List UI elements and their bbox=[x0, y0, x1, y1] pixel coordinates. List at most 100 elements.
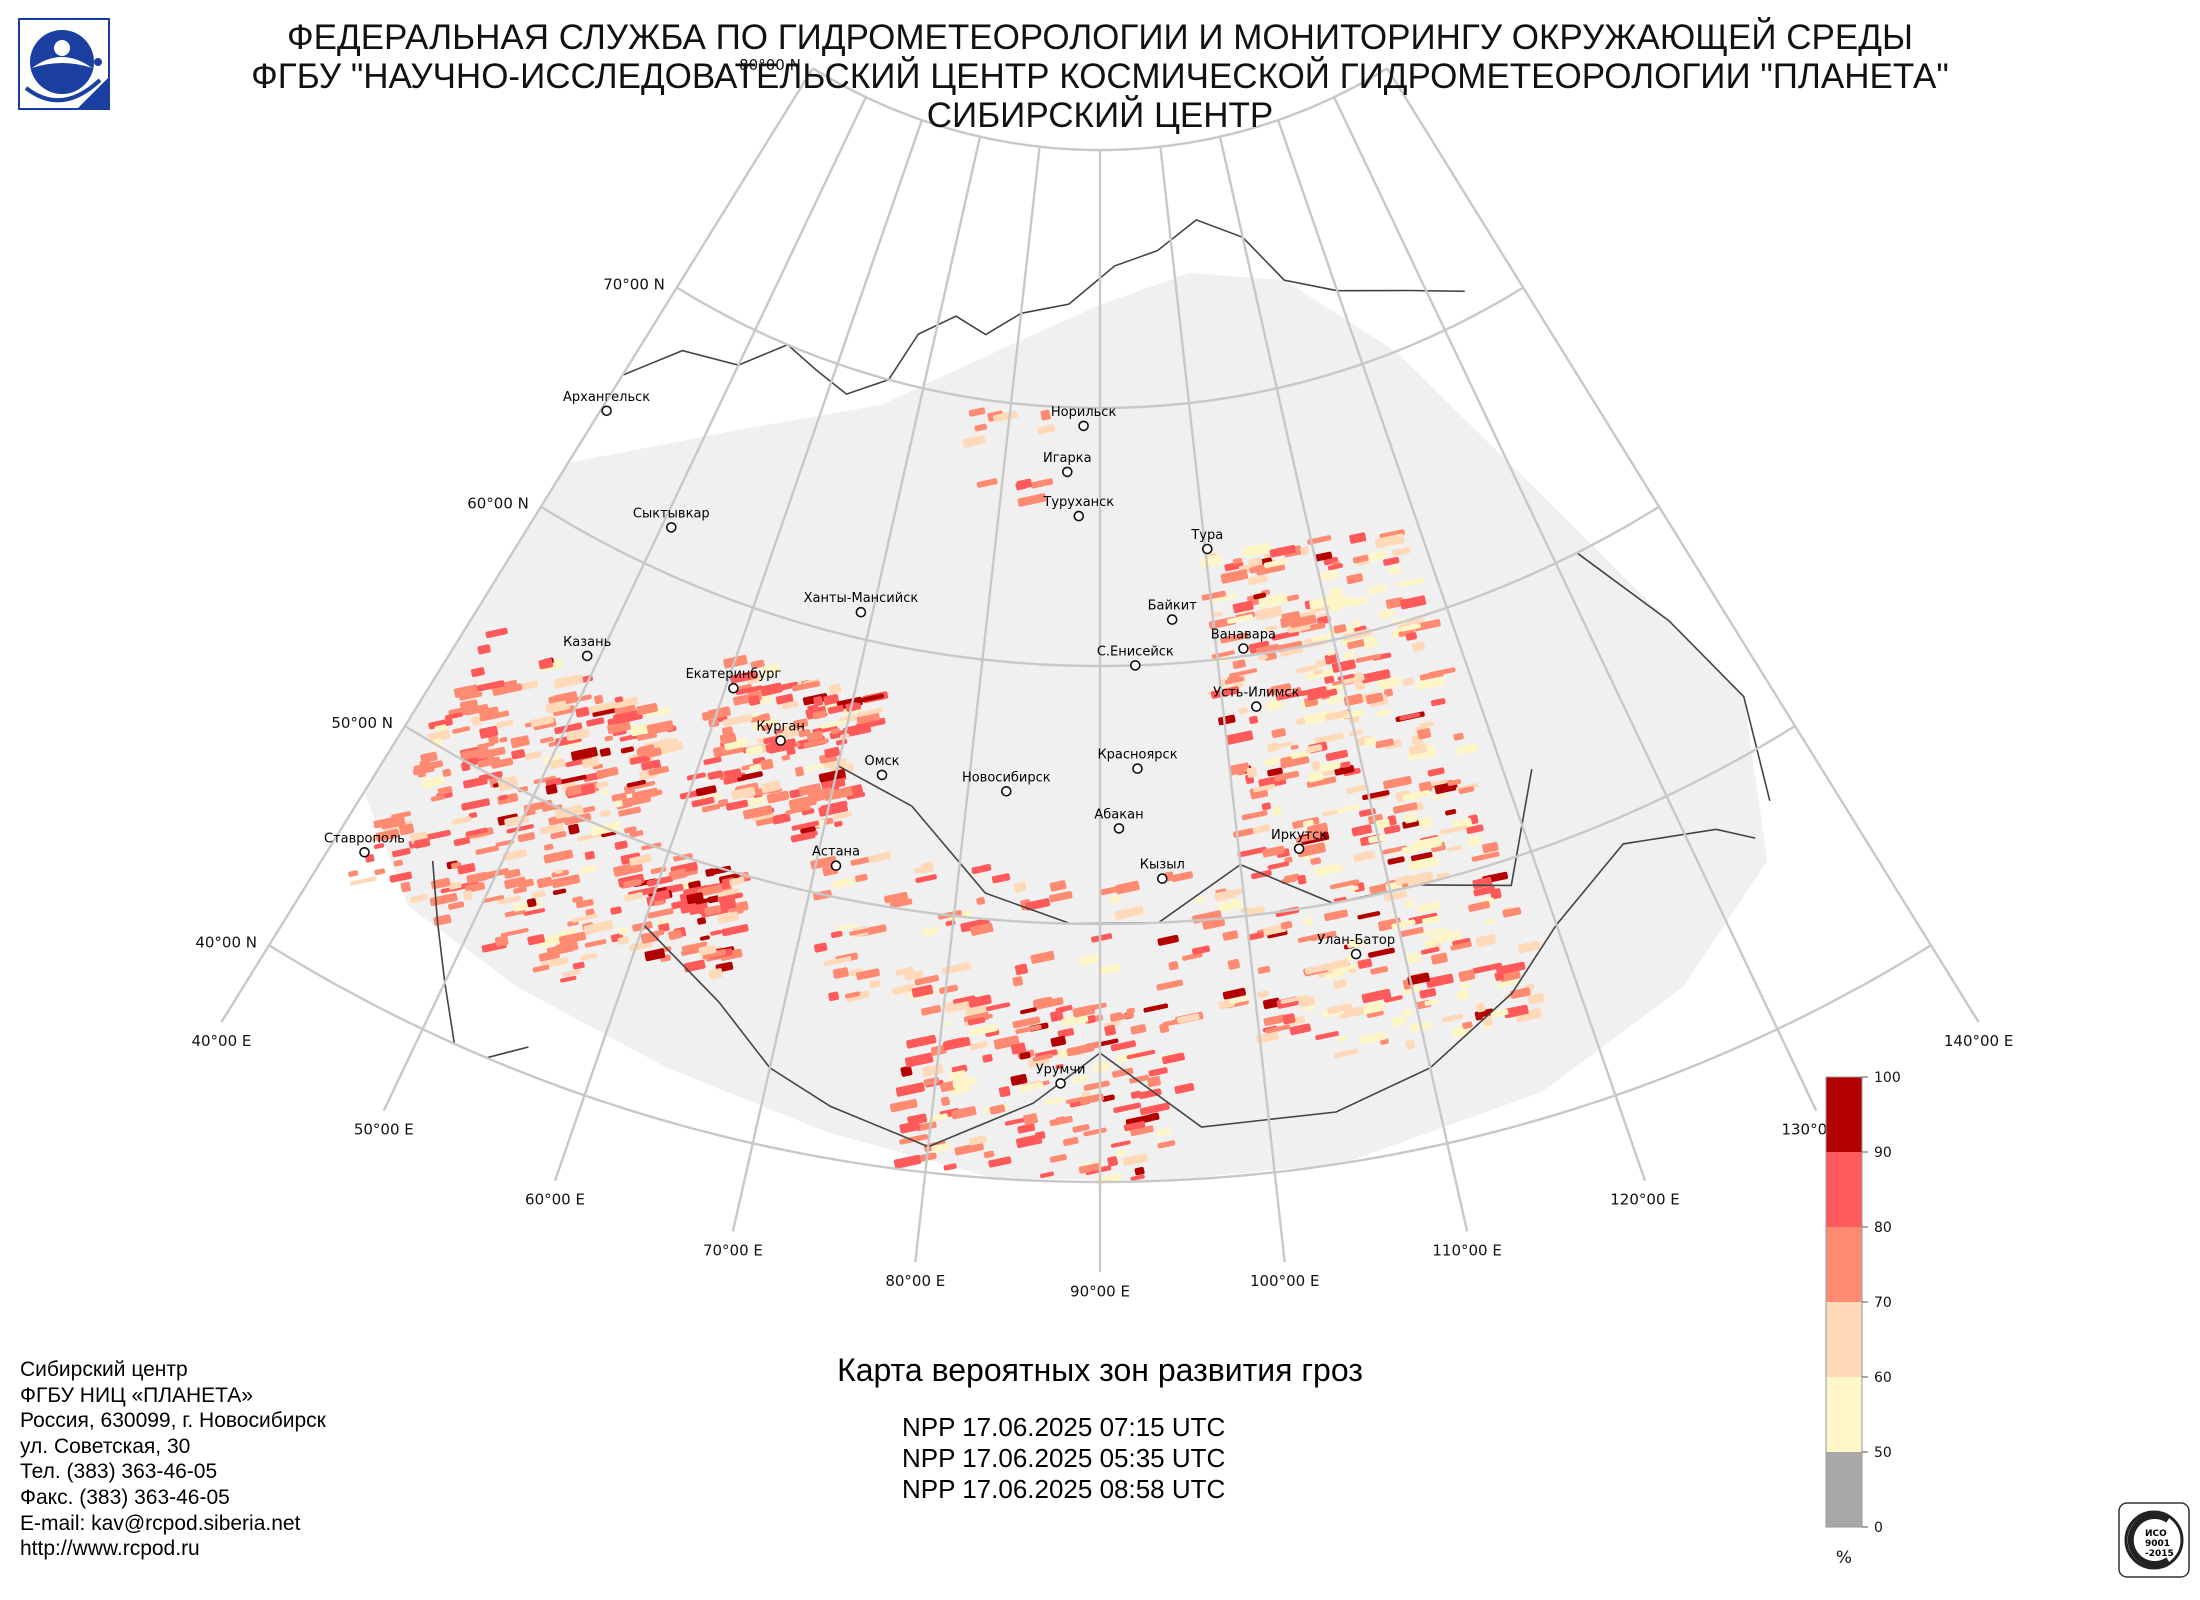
storm-cell bbox=[1324, 653, 1340, 665]
storm-cell bbox=[1139, 1102, 1170, 1116]
storm-cell bbox=[614, 840, 628, 850]
storm-cell bbox=[1431, 952, 1448, 965]
storm-cell bbox=[1307, 688, 1338, 701]
storm-cell bbox=[1419, 988, 1437, 999]
storm-cell bbox=[494, 935, 509, 947]
storm-cell bbox=[939, 984, 959, 994]
storm-cell bbox=[572, 896, 583, 903]
storm-cell bbox=[572, 913, 598, 923]
storm-cell bbox=[971, 864, 992, 875]
storm-cell bbox=[531, 890, 546, 899]
storm-cell bbox=[1010, 1073, 1028, 1086]
storm-cell bbox=[1361, 669, 1391, 684]
storm-cell bbox=[1411, 851, 1433, 862]
storm-cell bbox=[988, 1156, 1012, 1168]
storm-cell bbox=[517, 832, 536, 843]
storm-cell bbox=[991, 873, 1011, 884]
pass-line: NPP 17.06.2025 05:35 UTC bbox=[902, 1443, 1226, 1473]
storm-cell bbox=[1280, 994, 1309, 1004]
storm-cell bbox=[1248, 931, 1264, 941]
storm-cell bbox=[1453, 732, 1464, 741]
colorbar-tick-label: 70 bbox=[1874, 1295, 1892, 1311]
storm-cell bbox=[705, 868, 715, 877]
city-label: Игарка bbox=[1043, 451, 1092, 466]
storm-cell bbox=[1109, 895, 1121, 904]
storm-cell bbox=[1130, 1125, 1154, 1137]
pass-line: NPP 17.06.2025 08:58 UTC bbox=[902, 1474, 1226, 1504]
latitude-label: 60°00 N bbox=[467, 495, 529, 513]
storm-cell bbox=[1257, 965, 1271, 974]
longitude-label: 40°00 E bbox=[191, 1032, 251, 1050]
storm-cell bbox=[813, 696, 824, 707]
longitude-line bbox=[382, 96, 867, 1112]
storm-cell bbox=[1280, 646, 1304, 657]
storm-cell bbox=[1468, 835, 1482, 847]
contact-email[interactable]: E-mail: kav@rcpod.siberia.net bbox=[20, 1511, 301, 1535]
storm-cell bbox=[504, 908, 526, 918]
storm-cell bbox=[748, 796, 766, 807]
storm-cell bbox=[1407, 972, 1430, 986]
storm-cell bbox=[1306, 776, 1337, 788]
storm-cell bbox=[1327, 563, 1343, 571]
city-label: Казань bbox=[563, 635, 611, 650]
storm-cell bbox=[1130, 1090, 1142, 1099]
storm-cell bbox=[592, 706, 620, 717]
storm-cell bbox=[1295, 832, 1323, 844]
colorbar-segment bbox=[1826, 1077, 1862, 1152]
storm-cell bbox=[1157, 1140, 1176, 1149]
storm-cell bbox=[1399, 926, 1424, 938]
storm-cell bbox=[1297, 874, 1307, 885]
storm-cell bbox=[1375, 738, 1394, 749]
storm-cell bbox=[1310, 857, 1322, 865]
storm-cell bbox=[1412, 641, 1426, 652]
contact-website[interactable]: http://www.rcpod.ru bbox=[20, 1537, 200, 1561]
storm-cell bbox=[523, 801, 547, 813]
storm-cell bbox=[495, 839, 515, 847]
storm-cell bbox=[1101, 1094, 1115, 1102]
storm-cell bbox=[830, 727, 841, 735]
storm-cell bbox=[1300, 622, 1326, 633]
storm-cell bbox=[1110, 1040, 1137, 1052]
storm-cell bbox=[1418, 781, 1433, 793]
storm-cell bbox=[421, 775, 445, 789]
storm-cell bbox=[1442, 1013, 1464, 1023]
storm-cell bbox=[1091, 933, 1113, 943]
pass-line: NPP 17.06.2025 07:15 UTC bbox=[902, 1412, 1226, 1442]
storm-cell bbox=[804, 764, 824, 772]
storm-cell bbox=[849, 927, 873, 936]
storm-cell bbox=[968, 1135, 987, 1146]
storm-cell bbox=[614, 696, 624, 703]
storm-cell bbox=[1284, 873, 1300, 883]
storm-cell bbox=[1222, 930, 1239, 941]
storm-cell bbox=[1253, 783, 1276, 793]
storm-cell bbox=[998, 1086, 1011, 1098]
storm-cell bbox=[834, 820, 843, 828]
storm-cell bbox=[1061, 1013, 1089, 1027]
storm-cell bbox=[658, 738, 679, 749]
storm-cell bbox=[949, 1070, 966, 1081]
storm-cell bbox=[553, 691, 578, 703]
storm-cell bbox=[1130, 1174, 1145, 1181]
storm-cell bbox=[710, 929, 723, 936]
storm-cell bbox=[1227, 958, 1241, 970]
storm-cell bbox=[1368, 947, 1395, 958]
colorbar-segment bbox=[1826, 1452, 1862, 1527]
storm-cell bbox=[492, 683, 523, 696]
storm-cell bbox=[1130, 1024, 1147, 1035]
storm-cell bbox=[904, 970, 924, 981]
storm-cell bbox=[1370, 966, 1389, 975]
city-marker bbox=[1251, 701, 1262, 712]
storm-cell bbox=[566, 784, 582, 797]
storm-cell bbox=[604, 735, 614, 742]
storm-cell bbox=[1225, 676, 1245, 685]
storm-cell bbox=[348, 870, 359, 877]
storm-cell bbox=[1416, 901, 1442, 913]
storm-cell bbox=[1156, 1128, 1172, 1137]
storm-cell bbox=[593, 694, 604, 705]
storm-cell bbox=[1357, 958, 1373, 969]
storm-cell bbox=[488, 734, 499, 745]
storm-cell bbox=[566, 728, 590, 742]
storm-cell bbox=[595, 781, 608, 789]
longitude-line bbox=[1218, 136, 1469, 1232]
city-marker bbox=[830, 860, 842, 872]
